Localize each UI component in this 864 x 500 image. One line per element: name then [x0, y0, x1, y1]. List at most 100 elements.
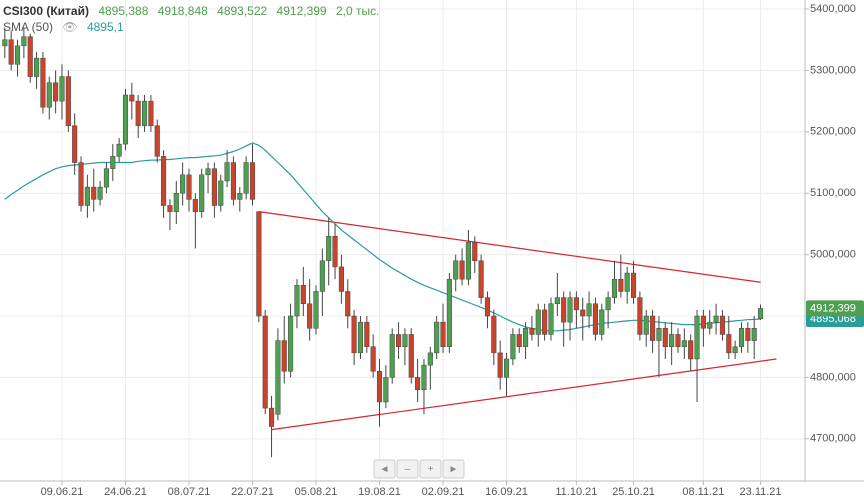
x-tick-label: 02.09.21	[422, 486, 465, 498]
candle-body	[719, 315, 725, 335]
candle-body	[408, 334, 414, 378]
candle-body	[694, 315, 700, 360]
nav-bar: ◄ – + ►	[373, 459, 465, 479]
candle-body	[643, 315, 649, 335]
x-tick-label: 05.08.21	[295, 486, 338, 498]
price-tag-label: 4912,399	[810, 302, 856, 314]
candle-body	[84, 186, 90, 206]
candle-body	[669, 334, 675, 347]
x-tick-label: 11.10.21	[555, 486, 597, 498]
candle-body	[599, 309, 605, 335]
trend-line	[258, 211, 761, 283]
candle-body	[72, 125, 78, 163]
candle-body	[281, 340, 287, 372]
candle-body	[567, 297, 573, 323]
open: 4895,388	[98, 4, 149, 18]
candle-body	[681, 340, 687, 347]
candle-body	[180, 174, 186, 194]
candle-body	[751, 328, 757, 341]
nav-button-label[interactable]: ◄	[380, 464, 390, 475]
nav-button[interactable]	[442, 459, 465, 479]
candle-body	[218, 180, 224, 206]
candle-body	[59, 76, 65, 102]
candle-body	[637, 297, 643, 335]
y-tick-label: 5000,000	[810, 249, 856, 261]
nav-button-label[interactable]: +	[428, 464, 434, 475]
nav-button-label[interactable]: ►	[449, 464, 459, 475]
candle-body	[491, 315, 497, 354]
candle-body	[129, 94, 135, 102]
candle-body	[738, 328, 745, 347]
candle-body	[307, 303, 313, 329]
candle-body	[141, 100, 148, 126]
symbol: CSI300 (Китай)	[3, 4, 89, 18]
candle-body	[688, 340, 694, 360]
low: 4893,522	[217, 4, 268, 18]
candle-body	[8, 39, 14, 65]
candle-body	[186, 174, 192, 200]
candle-body	[523, 328, 529, 347]
candle-body	[561, 297, 567, 323]
y-tick-label: 5400,000	[810, 3, 856, 15]
candle-body	[427, 352, 433, 366]
candle-body	[503, 358, 510, 378]
y-tick-label: 4700,000	[810, 433, 856, 445]
nav-button[interactable]	[396, 459, 419, 479]
candle-body	[313, 291, 319, 329]
candle-body	[243, 162, 249, 194]
trend-line	[271, 358, 777, 431]
x-tick-label: 16.09.21	[485, 486, 528, 498]
candle-body	[700, 315, 706, 329]
eye-icon[interactable]: 👁	[62, 20, 78, 34]
candle-body	[332, 235, 338, 268]
sma-row: SMA (50) 👁 4895,1	[3, 19, 385, 35]
y-tick-label: 5100,000	[810, 187, 856, 199]
candle-body	[300, 285, 306, 304]
candle-body	[675, 334, 681, 347]
candle-body	[434, 321, 440, 354]
candle-body	[656, 328, 662, 341]
candle-body	[78, 162, 84, 206]
candle-body	[294, 285, 300, 317]
candle-body	[14, 45, 21, 65]
candle-body	[34, 57, 40, 77]
candle-body	[662, 328, 668, 347]
nav-button[interactable]	[373, 459, 396, 479]
candle-body	[376, 371, 383, 403]
candle-body	[275, 340, 281, 415]
y-tick-label: 4800,000	[810, 371, 856, 383]
x-tick-label: 08.11.21	[682, 486, 724, 498]
candle-body	[573, 297, 579, 311]
candle-body	[199, 174, 205, 212]
volume: 2,0 тыс.	[335, 4, 380, 18]
candle-body	[211, 168, 217, 206]
candle-body	[91, 186, 97, 200]
nav-button-label[interactable]: –	[405, 464, 411, 475]
price-tag	[806, 300, 864, 317]
y-tick-label: 5300,000	[810, 64, 856, 76]
candle-body	[110, 156, 116, 169]
candle-body	[351, 315, 357, 354]
candle-body	[224, 162, 230, 182]
candle-body	[497, 352, 503, 378]
nav-button[interactable]	[419, 459, 442, 479]
candle-body	[630, 272, 637, 298]
x-tick-label: 08.07.21	[168, 486, 211, 498]
candle-body	[167, 205, 173, 212]
candle-body	[510, 334, 516, 360]
sma-value: 4895,1	[86, 20, 124, 34]
x-tick-label: 22.07.21	[231, 486, 274, 498]
x-tick-label: 19.08.21	[358, 486, 401, 498]
candle-body	[21, 36, 27, 47]
candle-body	[757, 308, 764, 320]
candle-body	[529, 328, 535, 335]
candle-body	[65, 76, 71, 126]
plot-background	[0, 0, 805, 481]
candle-body	[230, 162, 236, 200]
candle-body	[535, 309, 541, 335]
candle-body	[745, 328, 751, 341]
close: 4912,399	[276, 4, 327, 18]
candle-body	[154, 125, 160, 157]
candle-body	[161, 156, 167, 206]
candle-body	[484, 297, 491, 317]
